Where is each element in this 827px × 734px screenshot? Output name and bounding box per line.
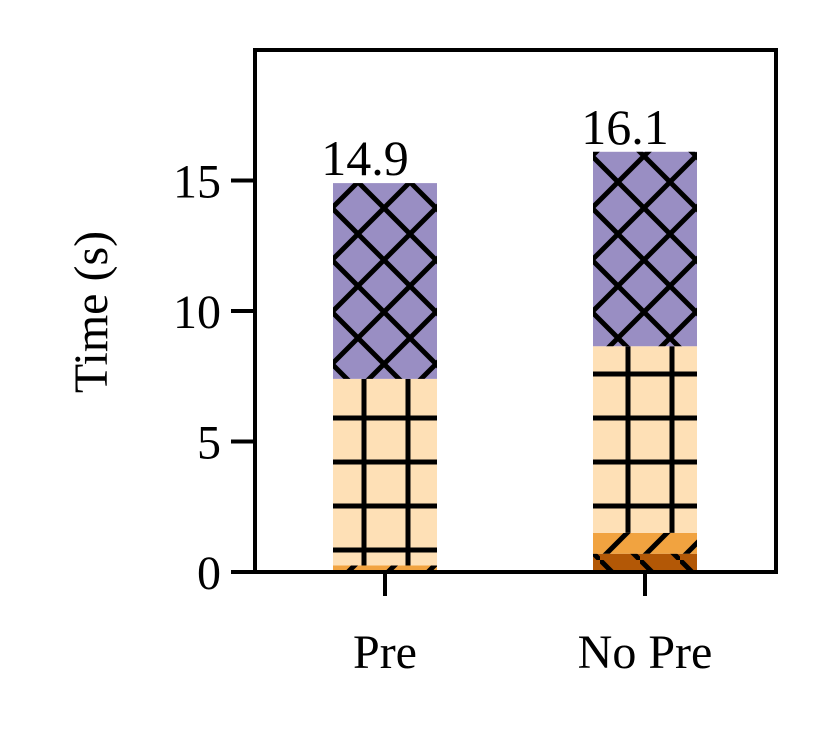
y-axis-label: Time (s): [65, 231, 118, 393]
bar-segment-hatch-1-4: [333, 183, 437, 379]
bar-segment-hatch-1-2: [333, 565, 437, 571]
bar-segment-hatch-2-2: [593, 532, 697, 554]
bar-segment-hatch-2-4: [593, 151, 697, 347]
total-label: 14.9: [321, 130, 409, 186]
bar-segment-hatch-1-3: [333, 378, 437, 566]
y-axis: 0 5 10 15: [173, 156, 255, 600]
bars-layer: [333, 151, 697, 572]
y-tick-label: 5: [197, 417, 221, 470]
x-tick-label: Pre: [353, 626, 417, 679]
bar-segment-hatch-2-1: [593, 553, 697, 572]
x-tick-label: No Pre: [578, 626, 713, 679]
x-axis: Pre No Pre: [353, 572, 712, 679]
total-label: 16.1: [581, 99, 669, 155]
y-tick-label: 0: [197, 547, 221, 600]
total-labels-layer: 14.9 16.1: [321, 99, 669, 186]
y-tick-label: 10: [173, 286, 221, 339]
bar-segment-hatch-2-3: [593, 346, 697, 533]
y-tick-label: 15: [173, 156, 221, 209]
